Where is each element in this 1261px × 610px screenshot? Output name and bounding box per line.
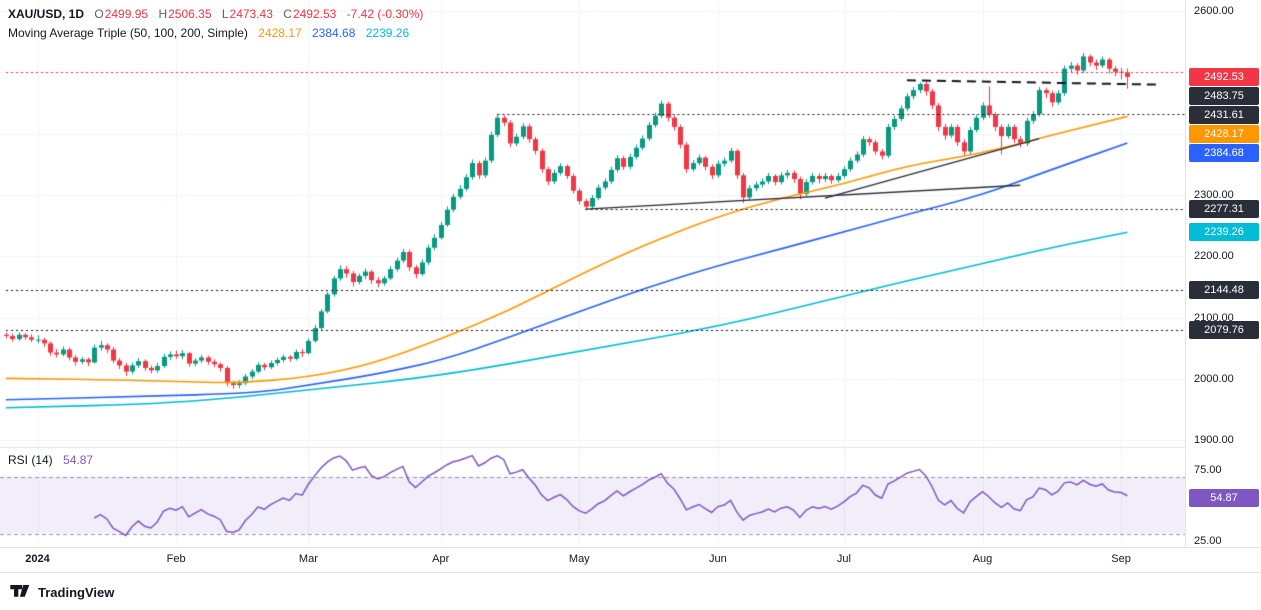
low-label: L bbox=[221, 7, 229, 21]
time-label-sep: Sep bbox=[1111, 553, 1131, 565]
price-grid-label: 1900.00 bbox=[1194, 434, 1234, 447]
main-pane-legend: XAU/USD, 1D O2499.95 H2506.35 L2473.43 C… bbox=[8, 5, 430, 43]
time-label-feb: Feb bbox=[166, 553, 186, 565]
low-value: 2473.43 bbox=[229, 7, 273, 21]
time-label-aug: Aug bbox=[972, 553, 993, 565]
symbol-title[interactable]: XAU/USD, 1D bbox=[8, 7, 85, 21]
price-axis[interactable]: 2600.00 2300.00 2200.00 2100.00 2000.00 1900.… bbox=[1185, 0, 1261, 547]
tradingview-logo-icon[interactable] bbox=[10, 584, 32, 600]
rsi-legend-row[interactable]: RSI (14) 54.87 bbox=[8, 451, 100, 470]
rsi-grid-label: 75.00 bbox=[1194, 463, 1222, 476]
ma100-value: 2384.68 bbox=[312, 26, 356, 40]
open-value: 2499.95 bbox=[104, 7, 149, 21]
price-badge: 2239.26 bbox=[1189, 223, 1259, 242]
tradingview-brand-text[interactable]: TradingView bbox=[38, 584, 115, 600]
price-badge: 2144.48 bbox=[1189, 281, 1259, 300]
time-label-apr: Apr bbox=[432, 553, 450, 565]
price-grid-label: 2200.00 bbox=[1194, 250, 1234, 263]
price-badge: 2492.53 bbox=[1189, 67, 1259, 86]
rsi-grid-label: 25.00 bbox=[1194, 534, 1222, 547]
price-chart-canvas[interactable] bbox=[0, 0, 1185, 572]
price-badge: 2079.76 bbox=[1189, 321, 1259, 340]
price-badge: 2277.31 bbox=[1189, 199, 1259, 218]
price-grid-label: 2000.00 bbox=[1194, 372, 1234, 385]
time-label-mar: Mar bbox=[298, 553, 318, 565]
change-value: -7.42 (-0.30%) bbox=[346, 7, 424, 21]
rsi-value: 54.87 bbox=[63, 453, 94, 467]
symbol-legend-row[interactable]: XAU/USD, 1D O2499.95 H2506.35 L2473.43 C… bbox=[8, 5, 430, 24]
time-label-jul: Jul bbox=[836, 553, 851, 565]
time-label-may: May bbox=[568, 553, 590, 565]
high-value: 2506.35 bbox=[168, 7, 212, 21]
footer-bar: TradingView bbox=[0, 572, 1261, 610]
price-badge: 2384.68 bbox=[1189, 143, 1259, 162]
price-badge: 2483.75 bbox=[1189, 86, 1259, 105]
ma200-value: 2239.26 bbox=[365, 26, 410, 40]
ma50-value: 2428.17 bbox=[258, 26, 302, 40]
time-label-2024: 2024 bbox=[25, 553, 50, 565]
ma-legend-row[interactable]: Moving Average Triple (50, 100, 200, Sim… bbox=[8, 24, 430, 43]
ma-indicator-title[interactable]: Moving Average Triple (50, 100, 200, Sim… bbox=[8, 26, 248, 40]
price-grid-label: 2300.00 bbox=[1194, 188, 1234, 201]
rsi-indicator-title[interactable]: RSI (14) bbox=[8, 453, 53, 467]
rsi-value-badge: 54.87 bbox=[1189, 489, 1259, 508]
price-badge: 2428.17 bbox=[1189, 124, 1259, 143]
rsi-pane-legend: RSI (14) 54.87 bbox=[8, 451, 100, 470]
time-axis[interactable]: 2024 Feb Mar Apr May Jun Jul Aug Sep bbox=[0, 547, 1261, 573]
price-grid-label: 2600.00 bbox=[1194, 5, 1234, 18]
close-label: C bbox=[283, 7, 292, 21]
time-label-jun: Jun bbox=[709, 553, 727, 565]
price-grid-label: 2100.00 bbox=[1194, 311, 1234, 324]
close-value: 2492.53 bbox=[292, 7, 337, 21]
price-badge: 2431.61 bbox=[1189, 105, 1259, 124]
open-label: O bbox=[94, 7, 104, 21]
high-label: H bbox=[158, 7, 168, 21]
